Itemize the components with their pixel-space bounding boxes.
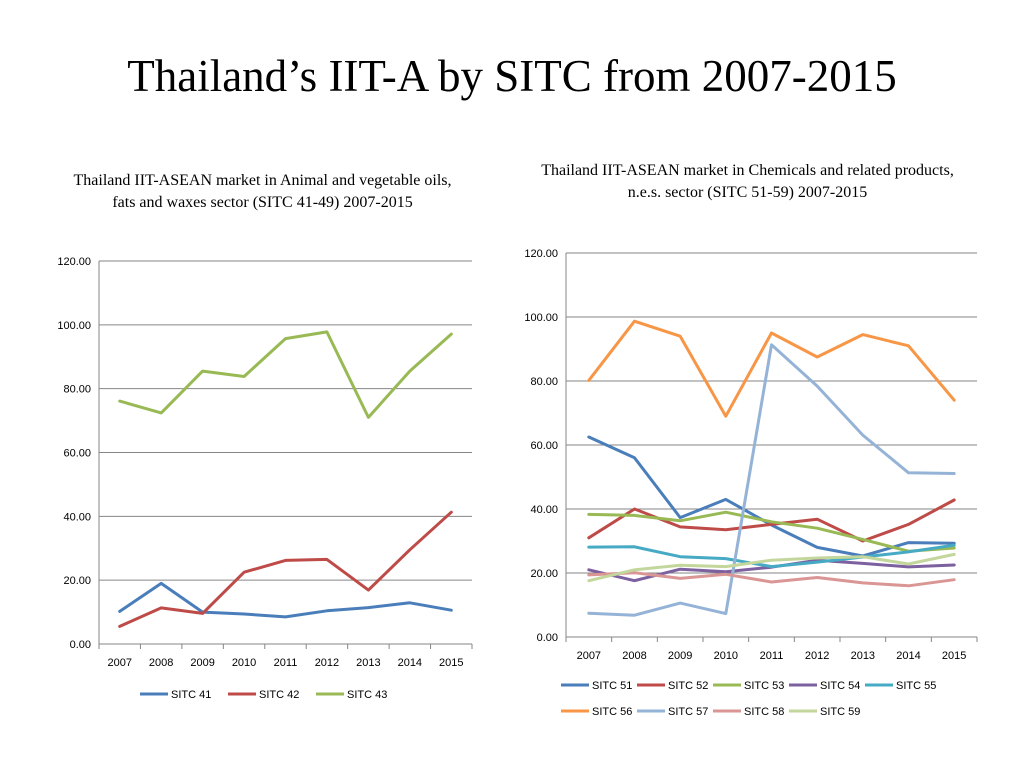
right-chart-legend-label-sitc-58: SITC 58 [744, 706, 784, 718]
right-chart-title: Thailand IIT-ASEAN market in Chemicals a… [541, 162, 954, 201]
left-chart-y-tick-label: 0.00 [70, 639, 91, 651]
left-chart-legend-label-sitc-42: SITC 42 [259, 689, 299, 701]
right-chart-x-tick-label: 2011 [760, 650, 784, 662]
right-chart-legend-label-sitc-53: SITC 53 [744, 680, 784, 692]
right-chart-y-tick-label: 80.00 [530, 376, 558, 388]
left-chart-x-tick-label: 2014 [398, 657, 422, 669]
left-chart-series-sitc-43-line [118, 330, 453, 419]
right-chart-x-tick-label: 2013 [851, 650, 875, 662]
right-chart-legend-label-sitc-55: SITC 55 [896, 680, 936, 692]
right-chart-series-sitc-59-line [587, 552, 956, 583]
right-chart-legend-label-sitc-56: SITC 56 [592, 706, 632, 718]
right-chart-x-tick-label: 2014 [896, 650, 920, 662]
right-chart-legend-label-sitc-59: SITC 59 [820, 706, 860, 718]
right-chart-legend-label-sitc-52: SITC 52 [668, 680, 708, 692]
left-chart-x-tick-label: 2007 [107, 657, 131, 669]
left-chart-x-tick-label: 2015 [439, 657, 463, 669]
right-chart-x-tick-label: 2007 [577, 650, 601, 662]
right-chart-series-sitc-57-line [587, 343, 956, 617]
right-chart-series-sitc-53-line [587, 510, 956, 553]
left-chart-x-tick-label: 2012 [315, 657, 339, 669]
right-chart-x-tick-label: 2012 [805, 650, 829, 662]
right-chart-x-tick-label: 2008 [622, 650, 646, 662]
left-chart-series-sitc-41-line [118, 581, 453, 619]
left-chart-y-tick-label: 60.00 [63, 448, 91, 460]
right-chart-x-tick-label: 2010 [714, 650, 738, 662]
left-chart-y-tick-label: 100.00 [57, 320, 91, 332]
left-chart-y-tick-label: 80.00 [63, 384, 91, 396]
right-chart-y-tick-label: 20.00 [530, 568, 558, 580]
slide-title: Thailand’s IIT-A by SITC from 2007-2015 [127, 51, 897, 101]
right-chart-x-tick-label: 2009 [668, 650, 692, 662]
right-chart-series-sitc-55-line [587, 543, 956, 569]
right-chart-y-tick-label: 40.00 [530, 504, 558, 516]
left-chart-y-tick-label: 120.00 [57, 256, 91, 268]
right-chart-legend-label-sitc-57: SITC 57 [668, 706, 708, 718]
left-chart-x-tick-label: 2010 [232, 657, 256, 669]
left-chart-x-tick-label: 2013 [356, 657, 380, 669]
left-chart-legend-label-sitc-43: SITC 43 [347, 689, 387, 701]
left-chart-series-sitc-42-line [118, 510, 453, 628]
right-chart-series-sitc-56-line [587, 319, 956, 418]
left-chart-y-tick-label: 40.00 [63, 511, 91, 523]
right-chart-legend-label-sitc-54: SITC 54 [820, 680, 860, 692]
right-chart-x-tick-label: 2015 [942, 650, 966, 662]
right-chart-series-sitc-51-line [587, 435, 956, 558]
right-chart-legend-label-sitc-51: SITC 51 [592, 680, 632, 692]
left-chart-y-tick-label: 20.00 [63, 575, 91, 587]
left-chart-legend-label-sitc-41: SITC 41 [171, 689, 211, 701]
right-chart-y-tick-label: 0.00 [537, 632, 558, 644]
left-chart-title: Thailand IIT-ASEAN market in Animal and … [73, 172, 452, 211]
left-chart-x-tick-label: 2009 [190, 657, 214, 669]
left-chart-x-tick-label: 2008 [149, 657, 173, 669]
right-chart-y-tick-label: 120.00 [524, 248, 558, 260]
right-chart-y-tick-label: 60.00 [530, 440, 558, 452]
right-chart-series-sitc-52-line [587, 498, 956, 543]
right-chart-series-sitc-58-line [587, 571, 956, 588]
right-chart-y-tick-label: 100.00 [524, 312, 558, 324]
left-chart-x-tick-label: 2011 [274, 657, 298, 669]
